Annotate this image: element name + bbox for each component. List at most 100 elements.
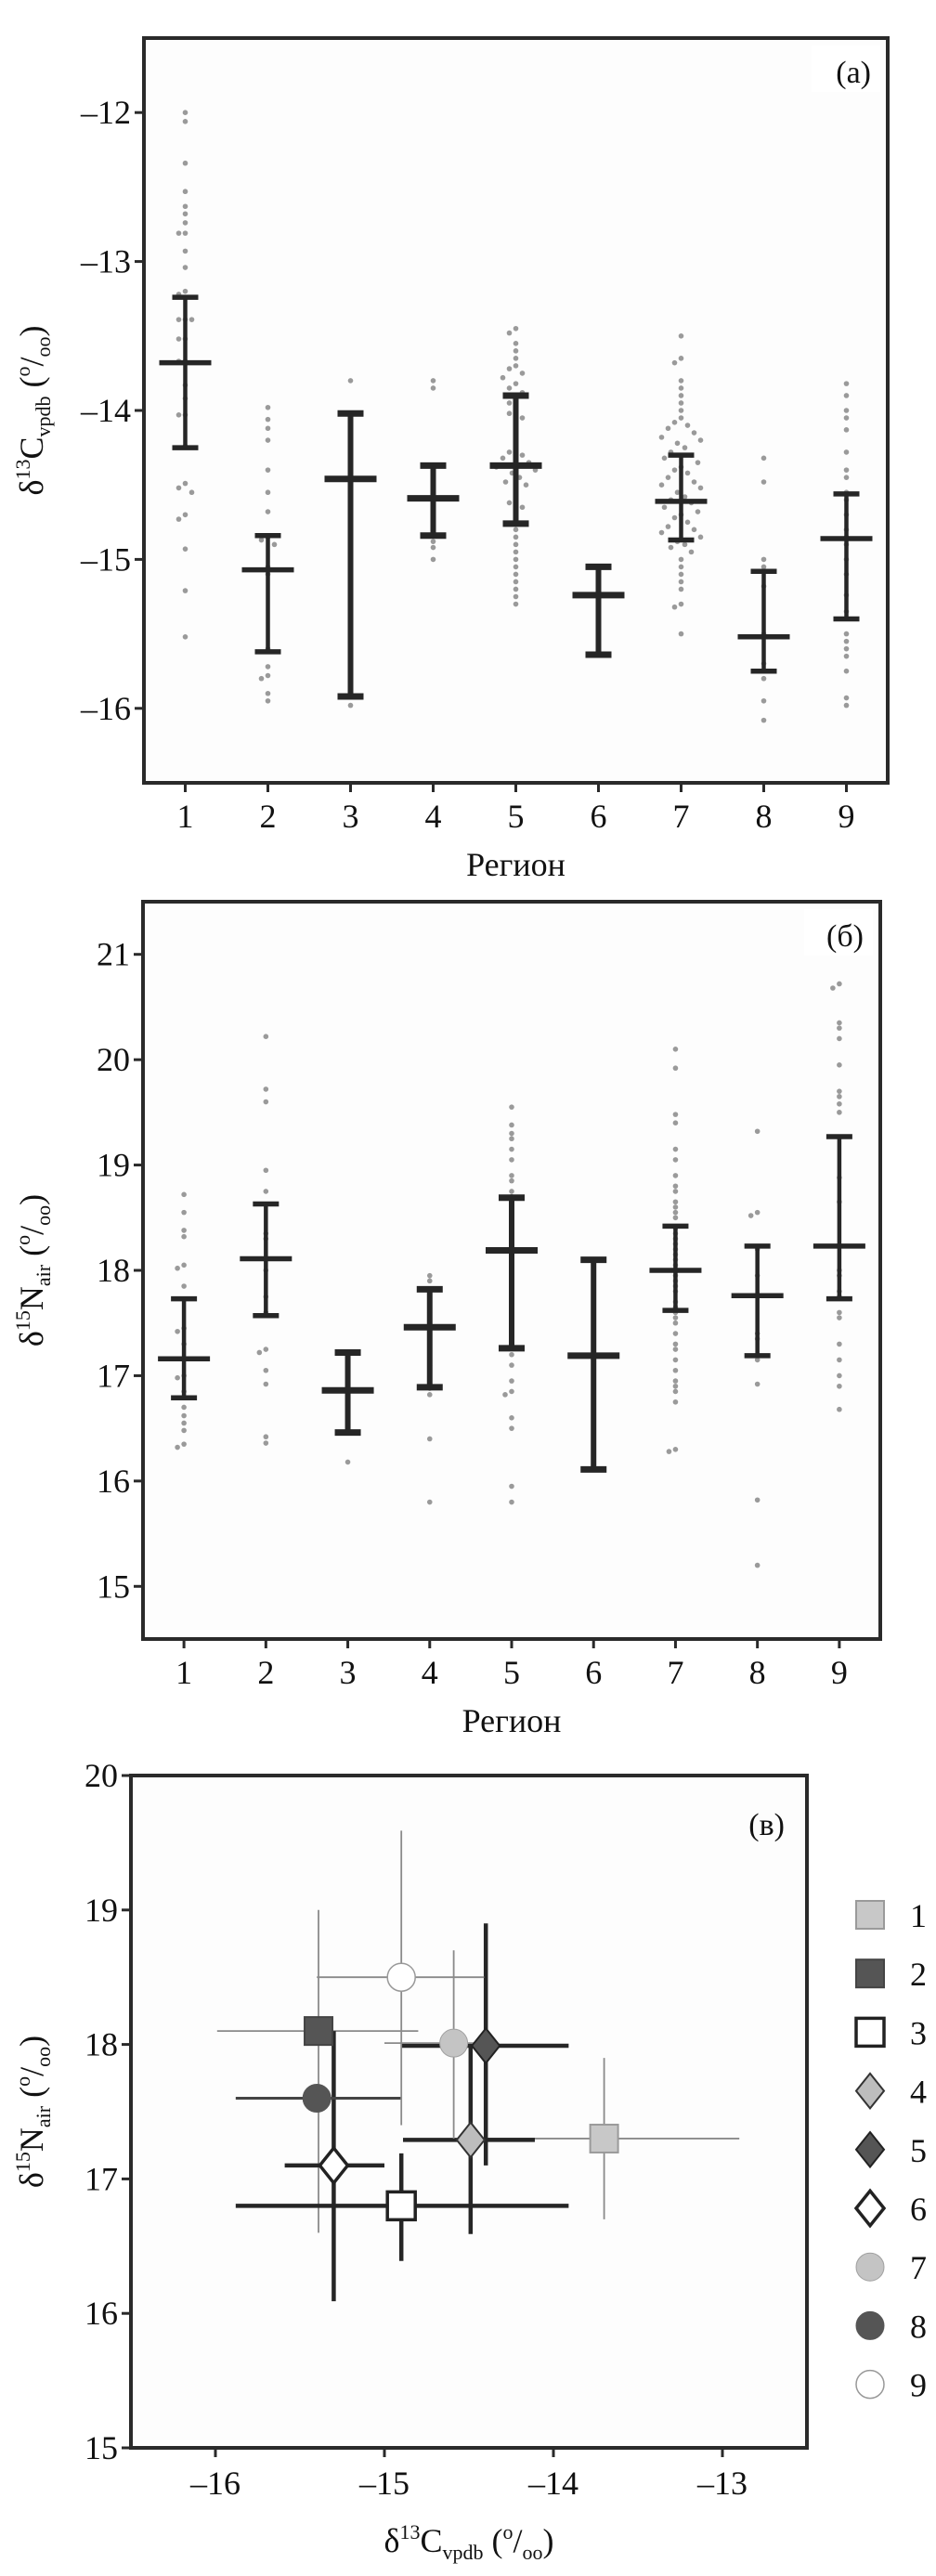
point-9 <box>386 1962 416 1992</box>
legend-label: 5 <box>910 2132 927 2169</box>
data-point <box>506 449 513 455</box>
label-part-delta: δ <box>13 2172 50 2188</box>
data-point <box>830 985 836 991</box>
data-point <box>678 564 684 570</box>
data-point <box>265 437 271 443</box>
label-part-close: ) <box>13 2036 50 2047</box>
x-tick-label: 5 <box>503 1654 520 1691</box>
panel-label: (б) <box>826 919 864 954</box>
data-point <box>672 1388 679 1395</box>
panel-b-region-d15n: (б) 21 20 19 18 17 16 15 1 2 3 4 5 6 7 8 9 Регион δ15Nair … <box>11 900 882 1739</box>
data-point <box>263 1434 269 1440</box>
data-point <box>513 564 519 570</box>
data-point <box>265 672 271 679</box>
label-part-unit_sup: o <box>11 2076 34 2087</box>
legend-item-6: 6 <box>853 2188 927 2229</box>
y-tick-label: –16 <box>80 690 131 727</box>
legend-item-8: 8 <box>855 2308 927 2345</box>
data-point <box>430 556 436 563</box>
data-point <box>837 1035 842 1042</box>
data-point <box>678 385 684 391</box>
data-point <box>430 544 436 551</box>
data-point <box>182 634 188 640</box>
data-point <box>837 1315 842 1321</box>
y-tick-label: 17 <box>84 2160 118 2197</box>
data-point <box>672 1320 679 1326</box>
data-point <box>263 1381 269 1387</box>
point-8 <box>302 2084 332 2114</box>
data-point <box>843 695 850 701</box>
data-point <box>182 203 188 210</box>
data-point <box>265 690 271 696</box>
data-point <box>509 1388 514 1395</box>
data-point <box>666 1449 672 1454</box>
data-point <box>678 586 684 592</box>
label-part-sup: 13 <box>11 460 34 480</box>
point-7 <box>439 2028 469 2058</box>
data-point <box>502 1392 508 1398</box>
data-point <box>837 1341 842 1347</box>
label-part-unit_sub: oo <box>523 2541 543 2564</box>
x-tick-label: –14 <box>527 2465 578 2502</box>
y-axis-label: δ15Nair (o/oo) <box>11 2036 55 2188</box>
data-point <box>682 445 688 450</box>
label-part-unit_sup: o <box>11 367 34 377</box>
data-point <box>665 475 671 480</box>
data-point <box>426 1436 433 1442</box>
label-part-open: ( <box>13 377 50 397</box>
data-point <box>426 1392 433 1398</box>
summary-bar-region-5 <box>489 392 542 527</box>
marker-circle <box>386 1962 416 1992</box>
data-point <box>430 385 436 391</box>
data-point <box>695 460 701 465</box>
data-point <box>181 1262 187 1268</box>
data-point <box>678 356 684 361</box>
marker-diamond <box>470 2026 501 2065</box>
point-5 <box>470 2026 501 2065</box>
summary-bar-region-7 <box>649 1223 702 1313</box>
legend-label: 3 <box>910 2014 927 2051</box>
x-tick-label: –16 <box>189 2465 240 2502</box>
marker-diamond <box>854 2130 886 2169</box>
marker-square <box>304 2016 334 2047</box>
data-point <box>176 317 182 322</box>
data-point <box>760 717 767 723</box>
label-part-close: ) <box>13 326 50 337</box>
x-tick-label: –15 <box>358 2465 410 2502</box>
summary-bar-region-4 <box>403 1285 456 1391</box>
label-part-close: ) <box>13 1194 50 1205</box>
legend-item-4: 4 <box>854 2072 927 2111</box>
data-point <box>748 1213 754 1218</box>
data-point <box>181 1228 187 1233</box>
summary-bar-region-4 <box>407 462 460 540</box>
data-point <box>665 425 671 432</box>
data-point <box>672 1357 679 1363</box>
data-point <box>672 1157 679 1163</box>
data-point <box>661 455 668 462</box>
data-point <box>678 378 684 384</box>
marker-circle <box>439 2028 469 2058</box>
data-point <box>760 697 767 704</box>
legend-label: 8 <box>910 2308 927 2345</box>
data-point <box>754 1562 760 1568</box>
data-point <box>265 416 271 423</box>
data-point <box>837 1088 842 1094</box>
data-point <box>697 437 704 443</box>
x-tick-label: 7 <box>667 1654 683 1691</box>
y-tick-label: 20 <box>97 1041 130 1078</box>
x-tick-label: 5 <box>508 798 525 835</box>
data-point <box>263 1167 269 1174</box>
data-point <box>181 1283 187 1289</box>
data-point <box>837 1373 842 1379</box>
data-point <box>760 675 767 682</box>
point-2 <box>304 2016 334 2047</box>
data-point <box>697 485 704 491</box>
data-point <box>509 1351 514 1358</box>
data-point <box>843 668 850 674</box>
label-part-slash: / <box>513 2522 522 2559</box>
data-point <box>506 385 513 391</box>
data-point <box>671 604 678 610</box>
data-point <box>678 408 684 413</box>
marker-circle <box>302 2084 332 2114</box>
marker-square <box>589 2123 619 2153</box>
